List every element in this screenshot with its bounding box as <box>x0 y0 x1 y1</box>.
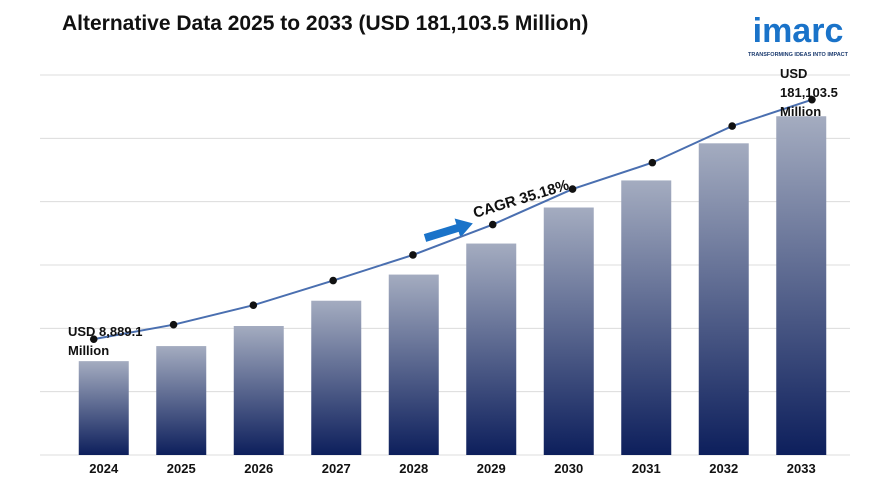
bar <box>388 274 439 455</box>
bar <box>543 207 594 455</box>
x-tick-label: 2029 <box>477 461 506 476</box>
chart-title: Alternative Data 2025 to 2033 (USD 181,1… <box>62 12 588 35</box>
bar <box>233 325 284 455</box>
logo: imarc <box>753 12 844 50</box>
x-tick-label: 2026 <box>244 461 273 476</box>
x-tick-label: 2024 <box>89 461 119 476</box>
bar <box>78 361 129 455</box>
x-tick-label: 2028 <box>399 461 428 476</box>
bar <box>311 300 362 455</box>
trend-point <box>329 276 337 285</box>
end-annotation: USD 181,103.5 Million <box>780 66 838 119</box>
trend-point <box>488 220 497 229</box>
cagr-arrow <box>423 218 473 242</box>
logo-tagline: TRANSFORMING IDEAS INTO IMPACT <box>748 52 849 58</box>
x-tick-label: 2030 <box>554 461 583 476</box>
bar <box>776 116 827 456</box>
bars <box>78 116 827 456</box>
trend-point <box>648 158 657 167</box>
x-tick-label: 2033 <box>787 461 816 476</box>
x-tick-label: 2032 <box>709 461 738 476</box>
trend-point <box>249 301 258 309</box>
trend-point <box>728 122 736 130</box>
x-tick-label: 2027 <box>322 461 351 476</box>
bar <box>156 346 207 455</box>
start-annotation: USD 8,889.1 Million <box>68 324 143 358</box>
bar <box>466 243 517 455</box>
trend-point <box>568 185 577 193</box>
bar <box>621 180 672 455</box>
trend-point <box>169 320 178 329</box>
trend-line <box>93 98 813 341</box>
trend-point <box>808 95 816 104</box>
trend-point <box>409 251 417 259</box>
bar <box>698 143 749 455</box>
trend-point <box>89 335 98 343</box>
x-tick-label: 2025 <box>167 461 196 476</box>
x-tick-label: 2031 <box>632 461 661 476</box>
